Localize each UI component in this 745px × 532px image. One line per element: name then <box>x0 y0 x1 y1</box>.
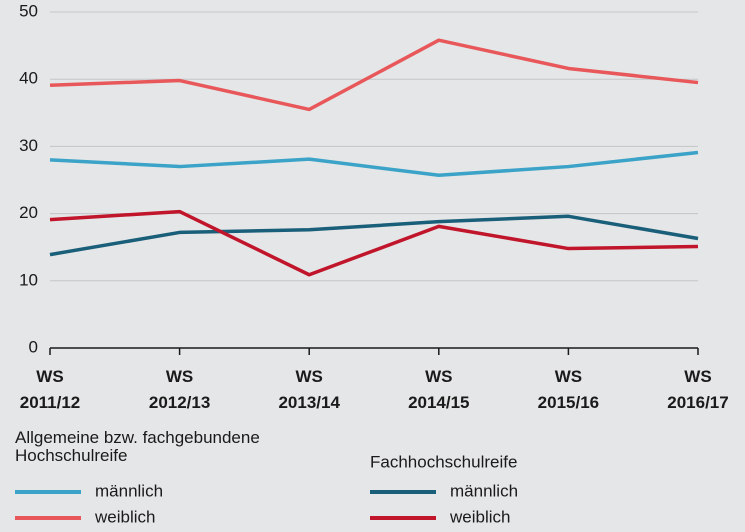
legend-label: männlich <box>95 481 163 500</box>
x-tick-label: WS 2015/16 <box>538 367 599 412</box>
series-line <box>49 150 699 178</box>
series-line <box>49 214 699 257</box>
x-tick-label: WS 2014/15 <box>408 367 469 412</box>
x-tick-label: WS 2016/17 <box>667 367 728 412</box>
y-tick-label: 40 <box>19 69 38 88</box>
x-tick-label: WS 2011/12 <box>20 367 81 412</box>
legend-label: weiblich <box>94 507 155 526</box>
y-tick-label: 20 <box>19 203 38 222</box>
y-tick-label: 50 <box>19 1 38 20</box>
y-tick-label: 0 <box>29 337 38 356</box>
x-tick-label: WS 2012/13 <box>149 367 210 412</box>
series-line <box>49 38 699 112</box>
legend-title: Allgemeine bzw. fachgebundene Hochschulre… <box>15 428 260 465</box>
legend-label: männlich <box>450 481 518 500</box>
series-line <box>49 209 699 277</box>
legend-label: weiblich <box>449 507 510 526</box>
y-tick-label: 10 <box>19 270 38 289</box>
x-tick-label: WS 2013/14 <box>278 367 340 412</box>
legend-title: Fachhochschulreife <box>370 452 517 471</box>
y-tick-label: 30 <box>19 136 38 155</box>
